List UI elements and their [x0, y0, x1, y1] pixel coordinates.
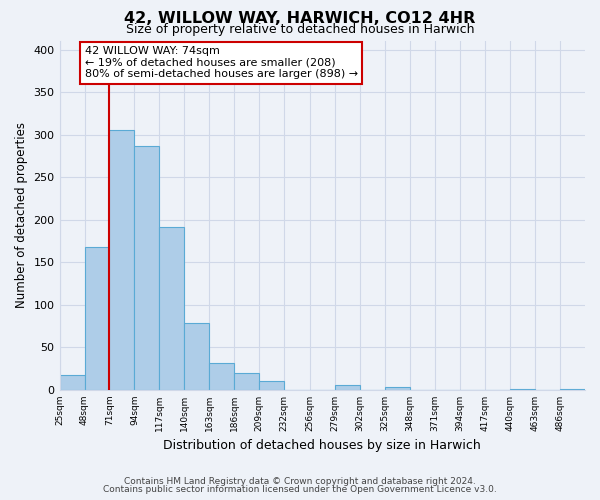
Text: Size of property relative to detached houses in Harwich: Size of property relative to detached ho…: [126, 24, 474, 36]
Bar: [134, 146, 160, 390]
Bar: [160, 228, 184, 390]
X-axis label: Distribution of detached houses by size in Harwich: Distribution of detached houses by size …: [163, 440, 481, 452]
Bar: [209, 362, 235, 390]
Bar: [259, 380, 284, 390]
Bar: [235, 373, 259, 390]
Bar: [59, 376, 85, 390]
Bar: [184, 322, 209, 390]
Y-axis label: Number of detached properties: Number of detached properties: [15, 122, 28, 308]
Bar: [510, 389, 535, 390]
Bar: [85, 247, 109, 390]
Bar: [335, 385, 360, 390]
Text: 42, WILLOW WAY, HARWICH, CO12 4HR: 42, WILLOW WAY, HARWICH, CO12 4HR: [124, 11, 476, 26]
Text: Contains public sector information licensed under the Open Government Licence v3: Contains public sector information licen…: [103, 485, 497, 494]
Text: Contains HM Land Registry data © Crown copyright and database right 2024.: Contains HM Land Registry data © Crown c…: [124, 477, 476, 486]
Bar: [385, 388, 410, 390]
Bar: [109, 130, 134, 390]
Bar: [560, 389, 585, 390]
Text: 42 WILLOW WAY: 74sqm
← 19% of detached houses are smaller (208)
80% of semi-deta: 42 WILLOW WAY: 74sqm ← 19% of detached h…: [85, 46, 358, 80]
